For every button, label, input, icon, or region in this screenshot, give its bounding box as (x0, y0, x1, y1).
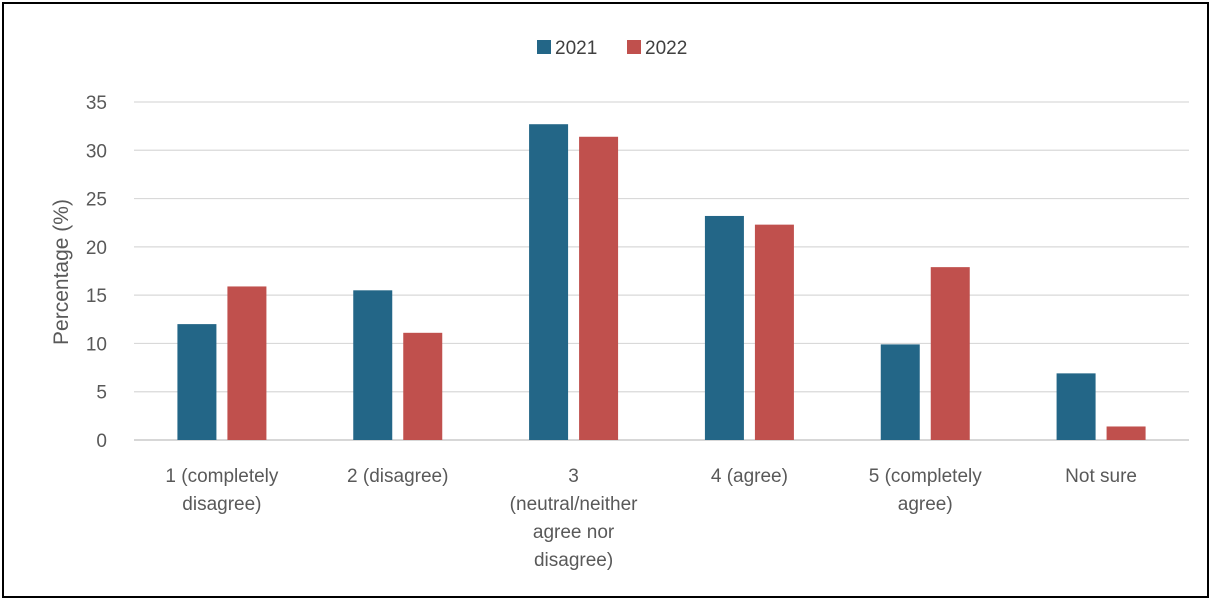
x-tick-label: Not sure (1065, 466, 1137, 487)
y-tick-label: 15 (86, 286, 107, 307)
bar-2021 (880, 344, 920, 440)
legend: 2021 2022 (537, 38, 687, 59)
y-tick-label: 5 (96, 383, 107, 404)
bar-2022 (1106, 426, 1146, 440)
bar-2022 (579, 136, 619, 440)
y-tick-label: 25 (86, 190, 107, 211)
bar-2021 (353, 290, 393, 440)
legend-swatch-2022 (627, 40, 641, 54)
y-tick-label: 20 (86, 238, 107, 259)
bar-2021 (529, 124, 569, 440)
y-tick-label: 30 (86, 141, 107, 162)
x-tick-label: 1 (completely disagree) (165, 466, 278, 515)
bar-2022 (403, 332, 443, 440)
bar-2022 (227, 286, 267, 440)
bar-2022 (930, 267, 970, 440)
bar-2022 (754, 224, 794, 440)
legend-label-2021: 2021 (555, 38, 597, 59)
y-tick-label: 35 (86, 93, 107, 114)
x-tick-label: 3 (neutral/neither agree nor disagree) (510, 466, 638, 571)
y-axis: 0 5 10 15 20 25 30 35 (86, 93, 107, 452)
legend-label-2022: 2022 (645, 38, 687, 59)
y-tick-label: 0 (96, 431, 107, 452)
x-tick-label: 2 (disagree) (347, 466, 448, 487)
bar-chart: 0 5 10 15 20 25 30 35 1 (completely disagree) 2 (… (50, 38, 1189, 571)
bars (177, 124, 1146, 440)
bar-2021 (1056, 373, 1096, 440)
bar-2021 (704, 215, 744, 440)
gridlines (134, 101, 1189, 441)
legend-swatch-2021 (537, 40, 551, 54)
bar-2021 (177, 324, 217, 440)
y-tick-label: 10 (86, 334, 107, 355)
y-axis-title: Percentage (%) (50, 199, 73, 345)
x-tick-label: 4 (agree) (711, 466, 788, 487)
x-axis: 1 (completely disagree) 2 (disagree) 3 (neut… (165, 466, 1137, 571)
x-tick-label: 5 (completely agree) (869, 466, 982, 515)
